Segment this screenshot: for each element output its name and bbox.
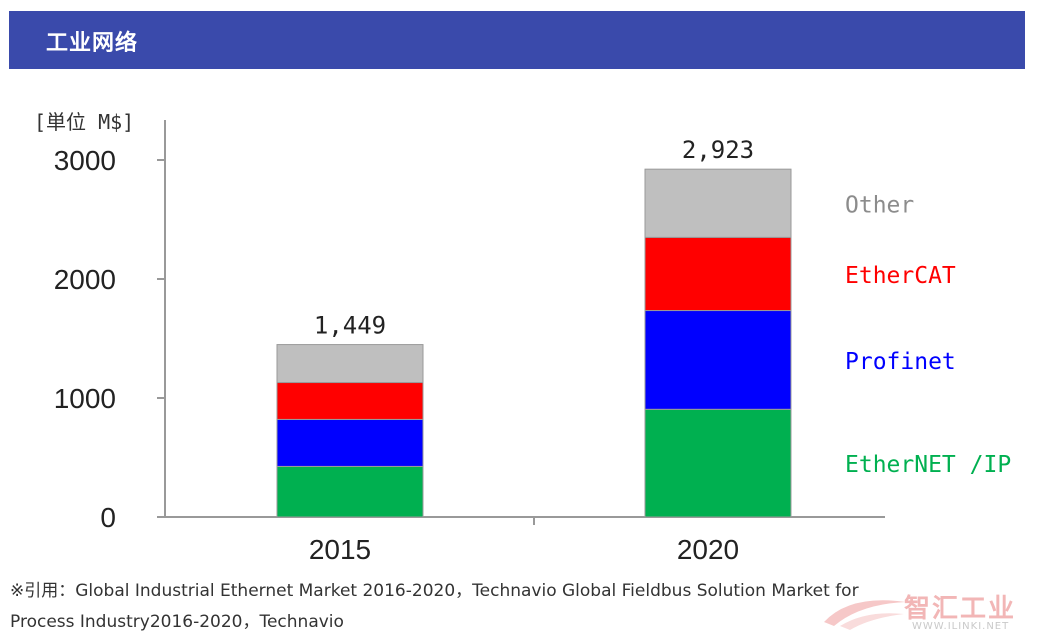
total-label-2015: 1,449	[314, 312, 386, 340]
legend-ethernet-ip: EtherNET /IP	[845, 452, 1011, 478]
citation-line-2: Process Industry2016-2020，Technavio	[10, 612, 344, 632]
bar-2020-ethercat	[644, 236, 792, 312]
watermark-url: WWW.ILINKI.NET	[912, 621, 1010, 632]
bar-2020-other	[644, 168, 792, 238]
y-tick-label-0: 0	[100, 502, 116, 533]
bar-2015-profinet	[276, 418, 424, 467]
legend-other: Other	[845, 192, 914, 218]
bar-2020-ethernet-ip	[644, 408, 792, 518]
bar-2020-profinet	[644, 310, 792, 410]
citation-line-1: ※引用：Global Industrial Ethernet Market 20…	[10, 581, 859, 601]
stacked-bar-chart: [単位 M$] 0 1000 2000 3000 1,449 2015 2,923 2020…	[34, 110, 1011, 565]
bar-2015-ethernet-ip	[276, 465, 424, 518]
legend-ethercat: EtherCAT	[845, 263, 956, 289]
header-bar: 工业网络	[9, 11, 1025, 69]
x-tick-label-2015: 2015	[309, 534, 371, 565]
y-tick-label-1000: 1000	[54, 383, 116, 414]
legend-profinet: Profinet	[845, 349, 956, 375]
watermark-swoosh-icon	[824, 600, 906, 630]
total-label-2020: 2,923	[682, 136, 754, 164]
bar-2015-other	[276, 344, 424, 384]
y-tick-label-3000: 3000	[54, 145, 116, 176]
watermark-text: 智汇工业	[904, 594, 1017, 624]
x-tick-label-2020: 2020	[677, 534, 739, 565]
page-title: 工业网络	[46, 31, 139, 56]
bar-2015-ethercat	[276, 382, 424, 420]
y-tick-label-2000: 2000	[54, 264, 116, 295]
unit-label: [単位 M$]	[34, 110, 134, 134]
watermark: 智汇工业 WWW.ILINKI.NET	[820, 588, 1030, 638]
